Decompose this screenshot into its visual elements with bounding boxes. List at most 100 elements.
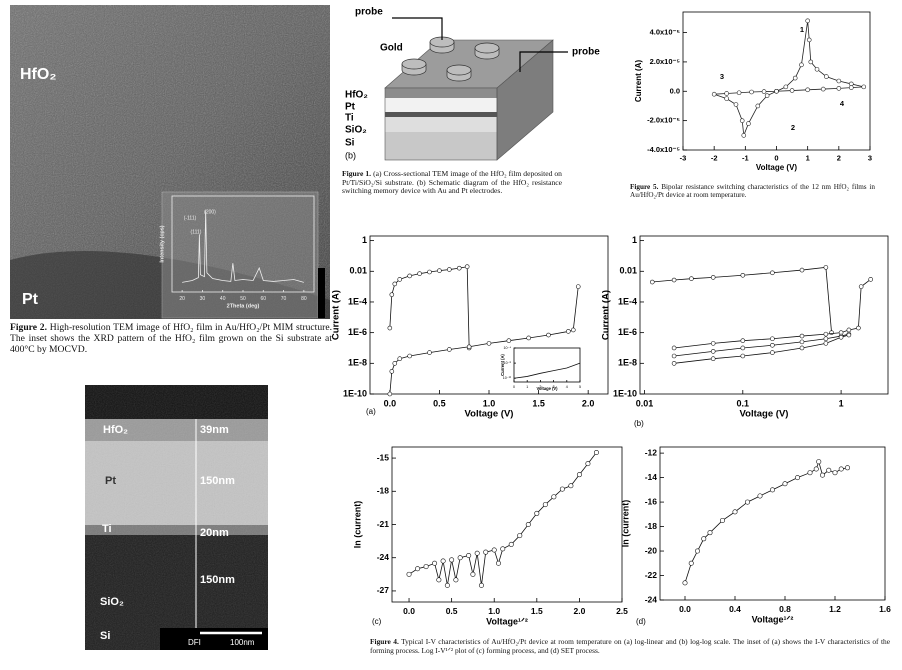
data-point: [741, 133, 747, 138]
y-tick-label: 1E-6: [618, 327, 637, 337]
y-tick-label: 1E-10: [343, 388, 367, 398]
y-tick-label: -16: [645, 496, 658, 506]
data-point: [671, 361, 677, 366]
x-tick-label: 0.01: [636, 398, 654, 408]
chart: 0.0 0.4 0.8 1.2 1.6 -12 -14 -16 -18 -20 -22 -24 Volt…: [620, 446, 891, 626]
data-point: [457, 555, 463, 561]
data-point: [407, 353, 412, 359]
data-point: [832, 470, 838, 476]
data-point: [740, 345, 746, 351]
data-point: [392, 281, 398, 287]
x-axis-label: Voltage¹ᐟ²: [752, 614, 794, 624]
data-point: [816, 459, 822, 465]
series-line: [182, 210, 304, 283]
data-point: [799, 339, 805, 345]
data-point: [844, 465, 850, 471]
x-axis-label: Voltage (V): [536, 386, 558, 391]
thickness-label: 20nm: [200, 527, 229, 539]
y-tick-label: -27: [377, 585, 390, 595]
plot-frame: [391, 446, 623, 603]
layer-label: SiO₂: [100, 596, 124, 608]
data-point: [761, 89, 767, 94]
data-point: [466, 344, 472, 350]
tem-image: HfO₂ Pt: [10, 5, 330, 319]
thickness-label: 150nm: [200, 475, 235, 487]
panel-label: (b): [345, 150, 356, 160]
data-point: [495, 560, 501, 566]
thickness-label: 39nm: [200, 424, 229, 436]
scale-detector: DFI: [188, 638, 201, 647]
x-tick-label: 1.0: [488, 606, 500, 616]
data-point: [711, 91, 717, 97]
data-point: [415, 566, 421, 572]
data-point: [593, 450, 599, 456]
data-point: [671, 345, 677, 351]
x-tick-label: 70: [281, 296, 287, 302]
x-tick-label: 30: [200, 296, 206, 302]
data-point: [710, 356, 716, 362]
plot-frame: [639, 235, 889, 395]
x-tick-label: 2.0: [582, 398, 595, 408]
data-point: [764, 93, 770, 98]
x-tick-label: 0.5: [433, 398, 446, 408]
data-point: [423, 564, 429, 570]
x-tick-label: 80: [301, 296, 307, 302]
data-point: [526, 335, 531, 341]
data-point: [397, 277, 403, 282]
data-point: [824, 74, 829, 79]
device-schematic: probe Gold probe HfO₂ Pt Ti SiO₂ Si (b): [340, 5, 600, 163]
x-tick-label: 3: [553, 385, 555, 389]
y-axis-label: Intensity (cps): [159, 225, 165, 262]
x-tick-label: 0.8: [779, 604, 791, 614]
data-point: [568, 483, 574, 489]
cross-section-image: HfO₂ Pt Ti SiO₂ Si 39nm 150nm 20nm 150nm…: [85, 385, 268, 650]
y-tick-label: 10⁻⁴: [504, 346, 512, 350]
x-tick-label: 1.2: [829, 604, 841, 614]
layer-label: Ti: [345, 113, 354, 124]
x-tick-label: 0.0: [679, 604, 691, 614]
x-tick-label: -3: [680, 154, 687, 163]
series-line: [714, 20, 864, 136]
annotation: 2: [791, 123, 795, 132]
caption-text: Typical I-V characteristics of Au/HfO₂/P…: [370, 637, 891, 655]
y-tick-label: 4.0x10⁻⁵: [650, 28, 681, 37]
data-point: [838, 466, 844, 472]
data-point: [406, 571, 412, 577]
y-tick-label: 2.0x10⁻⁵: [650, 57, 681, 66]
data-point: [856, 325, 861, 331]
data-point: [740, 353, 746, 359]
data-point: [739, 118, 745, 123]
annotation: (111): [191, 229, 202, 235]
data-point: [710, 341, 716, 346]
data-point: [733, 102, 739, 107]
data-point: [757, 493, 763, 499]
y-tick-label: -18: [377, 486, 390, 496]
x-tick-label: 2.5: [616, 606, 628, 616]
data-point: [486, 341, 492, 346]
data-point: [525, 521, 531, 527]
chart: 0 1 2 3 4 5 10⁻⁴ 10⁻⁸ 10⁻¹² Voltage (V) Current (A…: [500, 346, 581, 391]
y-tick-label: 1E-6: [348, 327, 367, 337]
data-point: [805, 87, 810, 93]
probe-label: probe: [572, 47, 600, 58]
data-point: [649, 279, 655, 285]
layer-label: Pt: [345, 102, 356, 113]
data-point: [506, 338, 512, 343]
y-tick-label: -22: [645, 570, 658, 580]
data-point: [466, 552, 472, 558]
gold-label: Gold: [380, 43, 403, 54]
data-point: [710, 275, 716, 280]
data-point: [542, 502, 548, 508]
annotation: 1: [800, 25, 804, 34]
x-tick-label: 1.5: [531, 606, 543, 616]
data-point: [470, 571, 476, 577]
y-tick-label: 1: [632, 235, 637, 245]
data-point: [789, 88, 795, 93]
data-point: [823, 331, 829, 337]
data-point: [826, 467, 832, 473]
series-line: [408, 452, 597, 586]
data-point: [483, 549, 489, 555]
y-tick-label: -24: [377, 552, 390, 562]
plot-frame: [659, 446, 886, 601]
